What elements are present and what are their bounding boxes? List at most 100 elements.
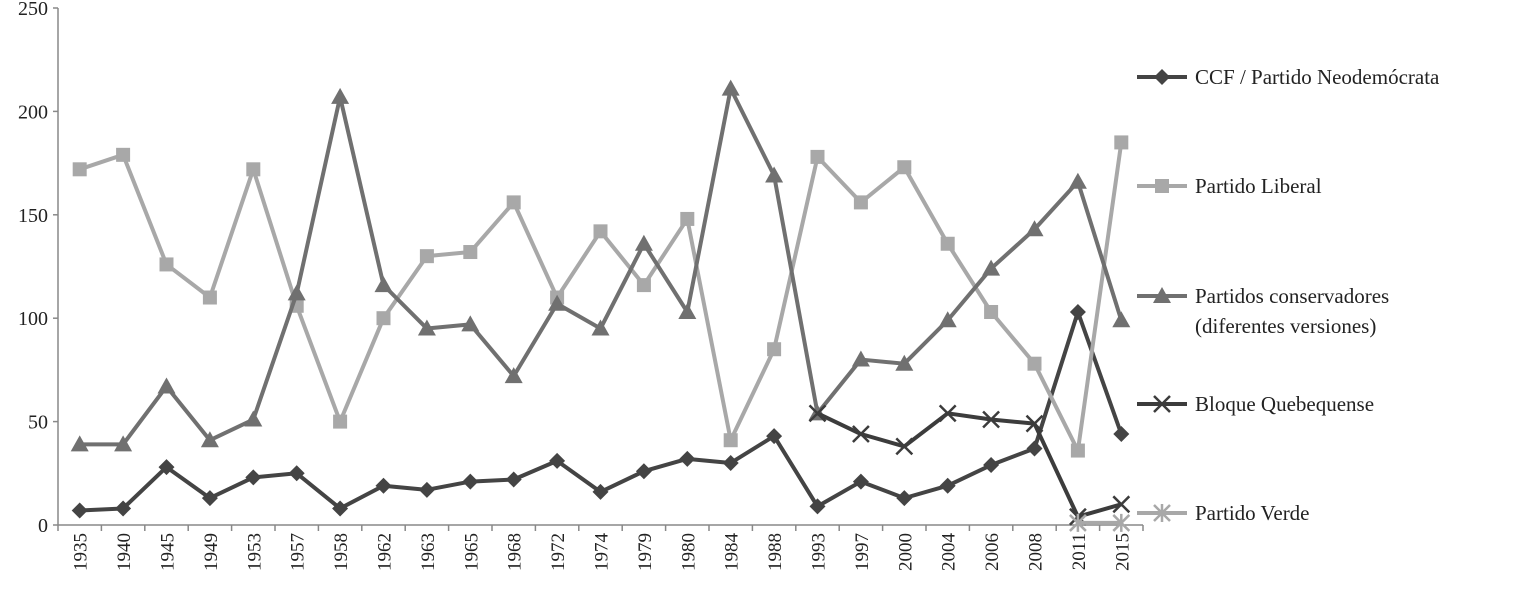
y-tick-label: 50 <box>28 412 48 434</box>
legend-label: (diferentes versiones) <box>1195 314 1376 338</box>
data-point <box>1025 414 1044 433</box>
legend-label: Partido Verde <box>1195 501 1310 525</box>
legend-label: CCF / Partido Neodemócrata <box>1195 65 1440 89</box>
y-tick-label: 0 <box>38 515 48 537</box>
y-tick-label: 250 <box>18 0 48 20</box>
data-point <box>679 450 696 467</box>
data-point <box>896 490 913 507</box>
data-point <box>244 410 263 427</box>
data-point <box>766 428 783 445</box>
x-tick-label: 2008 <box>1026 533 1047 571</box>
data-point <box>852 473 869 490</box>
x-tick-label: 1953 <box>244 533 265 571</box>
x-tick-label: 1957 <box>288 533 309 571</box>
data-point <box>331 87 350 104</box>
legend-label: Partidos conservadores <box>1195 284 1389 308</box>
data-point <box>809 498 826 515</box>
data-point <box>635 463 652 480</box>
data-point <box>1068 172 1087 189</box>
legend-label: Partido Liberal <box>1195 174 1322 198</box>
data-point <box>1070 443 1085 458</box>
x-tick-label: 1958 <box>331 533 352 571</box>
data-point <box>680 211 695 226</box>
data-point <box>1112 311 1131 328</box>
data-point <box>982 259 1001 276</box>
data-point <box>592 483 609 500</box>
data-point <box>593 224 608 239</box>
x-tick-label: 1993 <box>809 533 830 571</box>
data-point <box>895 437 914 456</box>
data-point <box>375 477 392 494</box>
data-point <box>246 162 261 177</box>
x-tick-label: 2000 <box>895 533 916 571</box>
data-point <box>808 404 827 423</box>
x-tick-label: 1988 <box>765 533 786 571</box>
data-point <box>201 490 218 507</box>
x-tick-label: 1945 <box>158 533 179 571</box>
data-point <box>506 195 521 210</box>
data-point <box>288 465 305 482</box>
data-point <box>504 367 523 384</box>
x-tick-label: 1963 <box>418 533 439 571</box>
legend-item: Partidos conservadores (diferentes versio… <box>1137 284 1389 338</box>
y-tick-label: 150 <box>18 205 48 227</box>
x-tick-label: 1962 <box>375 533 396 571</box>
y-tick-label: 100 <box>18 308 48 330</box>
data-point <box>765 166 784 183</box>
data-point <box>376 311 391 326</box>
data-point <box>157 377 176 394</box>
data-point <box>419 249 434 264</box>
data-point <box>1026 440 1043 457</box>
legend-marker <box>1153 504 1171 522</box>
data-point <box>115 500 132 517</box>
data-point <box>853 195 868 210</box>
data-point <box>636 278 651 293</box>
data-point <box>202 290 217 305</box>
series-line <box>79 86 1124 447</box>
legend-item: CCF / Partido Neodemócrata <box>1137 65 1440 89</box>
legend-item: Partido Verde <box>1137 501 1310 525</box>
x-tick-label: 1997 <box>852 533 873 571</box>
data-point <box>1069 303 1086 320</box>
x-tick-label: 2004 <box>939 533 960 572</box>
data-point <box>245 469 262 486</box>
series-line <box>816 411 1122 519</box>
data-point <box>721 79 740 96</box>
data-point <box>851 350 870 367</box>
data-point <box>1113 426 1130 443</box>
data-point <box>634 234 653 251</box>
data-point <box>1114 135 1129 150</box>
data-point <box>549 452 566 469</box>
series-2 <box>70 79 1131 452</box>
legend-marker <box>1153 395 1171 413</box>
legend-marker <box>1155 179 1169 193</box>
series-4 <box>1069 513 1131 532</box>
x-tick-label: 1980 <box>678 533 699 571</box>
data-point <box>71 502 88 519</box>
x-tick-label: 1979 <box>635 533 656 571</box>
data-point <box>159 257 174 272</box>
x-tick-label: 1972 <box>548 533 569 571</box>
data-point <box>723 433 738 448</box>
legend-label: Bloque Quebequense <box>1195 392 1374 416</box>
data-point <box>333 414 348 429</box>
data-point <box>1112 495 1131 514</box>
data-point <box>982 410 1000 429</box>
y-tick-label: 200 <box>18 101 48 123</box>
data-point <box>852 425 870 443</box>
data-point <box>678 302 697 319</box>
data-point <box>1112 513 1131 532</box>
data-point <box>70 435 89 452</box>
data-point <box>417 319 436 336</box>
legend-marker <box>1153 287 1171 303</box>
data-point <box>983 457 1000 474</box>
data-point <box>72 162 87 177</box>
data-point <box>767 342 782 357</box>
legend-item: Bloque Quebequense <box>1137 392 1374 416</box>
series-3 <box>808 404 1131 526</box>
data-point <box>332 500 349 517</box>
data-point <box>463 245 478 260</box>
x-tick-label: 2006 <box>982 533 1003 571</box>
data-point <box>938 311 957 328</box>
